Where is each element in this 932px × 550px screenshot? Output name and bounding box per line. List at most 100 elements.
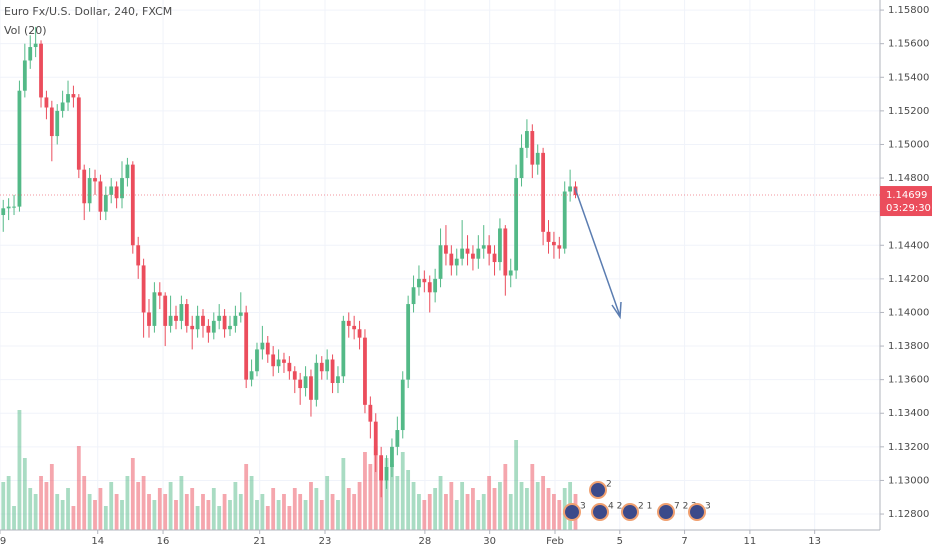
last-price-box xyxy=(880,186,932,217)
candle-body xyxy=(109,186,114,195)
candle-body xyxy=(211,320,216,333)
candle-body xyxy=(541,152,546,232)
volume-bar xyxy=(55,494,60,530)
countdown-label: 03:29:30 xyxy=(886,203,931,214)
candle-body xyxy=(157,292,162,296)
volume-bar xyxy=(384,458,389,530)
volume-bar xyxy=(60,500,65,530)
candle-body xyxy=(184,304,189,326)
candle-body xyxy=(82,169,87,204)
volume-bar xyxy=(103,506,108,530)
event-icon xyxy=(621,503,639,521)
candle-body xyxy=(6,206,11,209)
volume-bar xyxy=(157,488,162,530)
candle-body xyxy=(303,376,308,389)
volume-bar xyxy=(438,476,443,530)
volume-bar xyxy=(433,488,438,530)
volume-bar xyxy=(557,500,562,530)
x-tick-label: 23 xyxy=(319,536,332,547)
candle-body xyxy=(444,245,448,254)
candle-body xyxy=(368,404,373,422)
volume-bar xyxy=(292,488,297,530)
volume-bar xyxy=(130,458,135,530)
volume-bar xyxy=(390,464,394,530)
arrow-line xyxy=(574,187,621,317)
event-count: 4 2 xyxy=(608,502,622,512)
volume-bar xyxy=(508,494,513,530)
candle-layer xyxy=(1,26,578,498)
volume-bar xyxy=(244,464,249,530)
trend-arrow xyxy=(574,187,622,320)
grid xyxy=(0,0,880,530)
volume-bar xyxy=(298,494,303,530)
volume-bar xyxy=(98,488,103,530)
volume-bar xyxy=(395,476,400,530)
y-tick-label: 1.14200 xyxy=(888,274,929,285)
candle-body xyxy=(557,245,562,249)
candle-body xyxy=(141,265,146,313)
volume-bar xyxy=(174,500,178,530)
candle-body xyxy=(498,228,502,263)
y-tick-label: 1.13600 xyxy=(888,375,929,386)
x-tick-label: 16 xyxy=(157,536,170,547)
candle-body xyxy=(265,342,270,355)
candle-body xyxy=(336,376,340,384)
volume-bar xyxy=(28,488,33,530)
candle-body xyxy=(508,270,513,276)
volume-bar xyxy=(379,470,384,530)
x-tick-label: Feb xyxy=(546,536,564,547)
volume-bar xyxy=(417,494,421,530)
event-icon xyxy=(563,503,581,521)
candle-body xyxy=(390,446,394,468)
volume-bar xyxy=(552,494,556,530)
x-tick-label: 11 xyxy=(744,536,757,547)
candle-body xyxy=(1,208,6,216)
volume-bar xyxy=(39,476,43,530)
candle-body xyxy=(514,178,519,271)
volume-bar xyxy=(114,494,119,530)
volume-bar xyxy=(17,410,22,530)
volume-bar xyxy=(147,494,151,530)
candle-body xyxy=(93,178,97,182)
x-tick-label: 7 xyxy=(681,536,687,547)
candle-body xyxy=(319,362,324,372)
candle-body xyxy=(174,315,178,321)
event-count: 3 xyxy=(580,502,586,512)
volume-bar xyxy=(12,506,16,530)
candle-body xyxy=(260,342,265,350)
volume-bar xyxy=(276,500,281,530)
candle-body xyxy=(130,164,135,246)
candle-body xyxy=(379,455,384,481)
volume-bar xyxy=(422,500,427,530)
volume-bar xyxy=(400,452,405,530)
volume-bar xyxy=(319,500,324,530)
volume-bar xyxy=(255,500,259,530)
candle-body xyxy=(276,359,281,367)
candle-body xyxy=(346,320,351,326)
x-tick-label: 28 xyxy=(419,536,432,547)
volume-bar xyxy=(206,500,211,530)
volume-bar xyxy=(163,494,168,530)
candle-body xyxy=(28,47,33,61)
arrow-head xyxy=(611,301,622,320)
volume-bar xyxy=(498,482,502,530)
volume-bar xyxy=(492,488,497,530)
volume-bar xyxy=(465,494,470,530)
volume-bar xyxy=(195,506,200,530)
candle-body xyxy=(201,315,205,326)
x-tick-label: 21 xyxy=(253,536,266,547)
x-tick-label: 30 xyxy=(483,536,496,547)
x-tick-label: 5 xyxy=(617,536,623,547)
volume-label: Vol (20) xyxy=(4,24,47,37)
x-tick-label: 14 xyxy=(91,536,104,547)
candle-body xyxy=(525,131,529,148)
candle-body xyxy=(49,107,54,137)
volume-bar xyxy=(120,500,124,530)
y-tick-label: 1.14000 xyxy=(888,307,929,318)
event-icon xyxy=(657,503,675,521)
volume-bar xyxy=(519,482,524,530)
event-count: 7 2 2 xyxy=(674,502,697,512)
volume-bar xyxy=(406,470,411,530)
